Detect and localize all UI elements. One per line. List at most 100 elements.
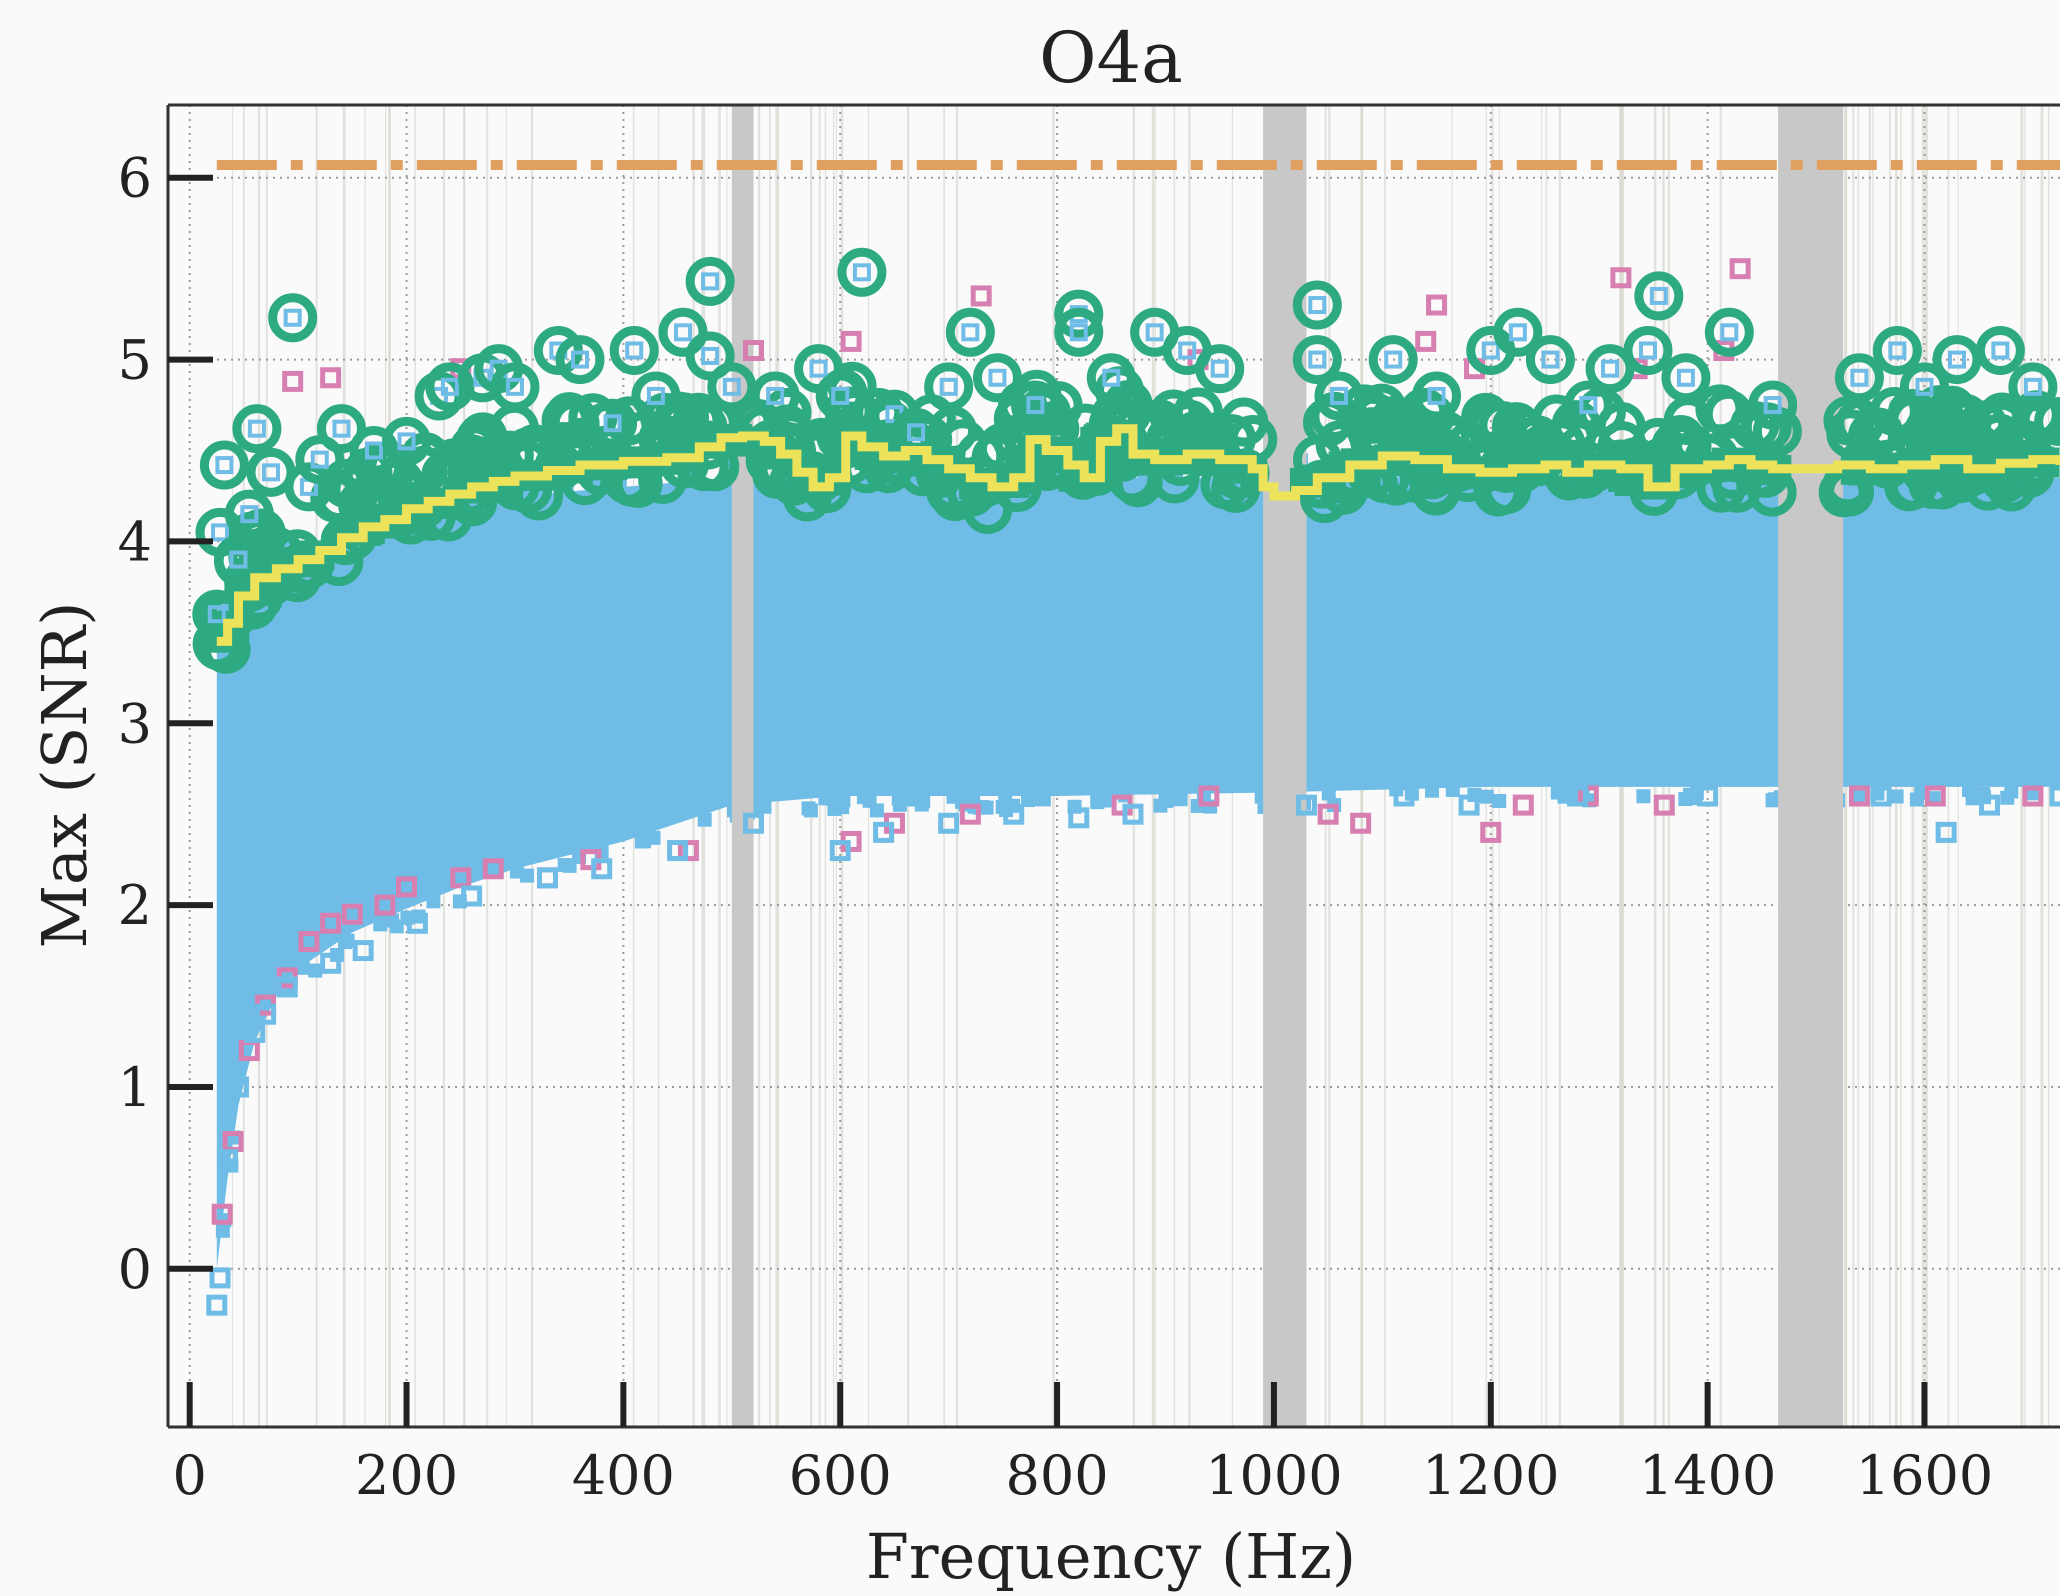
outlier-point-center <box>1026 396 1045 415</box>
background-point <box>1697 785 1719 807</box>
background-point <box>829 840 851 862</box>
outlier-point-center <box>247 419 266 438</box>
background-point <box>1425 783 1440 798</box>
outlier-point <box>1932 335 1982 385</box>
background-point <box>206 1294 228 1316</box>
outlier-point-center <box>1720 323 1739 342</box>
vetoed-point <box>1653 794 1675 816</box>
vetoed-point <box>282 370 304 392</box>
outlier-point <box>1493 307 1543 357</box>
vetoed-point <box>341 903 363 925</box>
background-point <box>320 952 342 974</box>
outlier-point <box>1368 335 1418 385</box>
background-point <box>742 812 764 834</box>
outlier-cloud-point <box>1826 409 1876 459</box>
outlier-point-center <box>215 456 234 475</box>
veto-band <box>1778 105 1844 1427</box>
background-point <box>1567 785 1589 807</box>
outlier-point-center <box>907 423 926 442</box>
background-points-band <box>216 477 2060 1269</box>
outlier-cloud-point <box>1310 391 1360 441</box>
background-point <box>406 912 428 934</box>
outlier-point-center <box>262 463 281 482</box>
background-point <box>1889 789 1904 804</box>
background-point <box>352 940 374 962</box>
outlier-point <box>232 404 282 454</box>
background-point <box>697 812 712 827</box>
outlier-point <box>1585 344 1635 394</box>
vetoed-point <box>1415 330 1437 352</box>
outlier-point-center <box>1329 386 1348 405</box>
outlier-cloud-point <box>1370 395 1420 445</box>
outlier-point-center <box>988 368 1007 387</box>
background-point <box>2049 785 2060 807</box>
outlier-point-center <box>1991 341 2010 360</box>
background-point <box>389 919 404 934</box>
outlier-point <box>685 256 735 306</box>
outlier-point-center <box>646 386 665 405</box>
outlier-point <box>631 371 681 421</box>
outlier-cloud-point <box>1703 389 1753 439</box>
outlier-point-center <box>1915 377 1934 396</box>
background-point <box>1870 785 1892 807</box>
outlier-point <box>199 440 249 490</box>
y-tick-label: 2 <box>118 874 152 937</box>
outlier-point <box>1525 335 1575 385</box>
background-point <box>667 840 689 862</box>
background-point <box>276 976 298 998</box>
outlier-point <box>1975 325 2025 375</box>
outlier-point-center <box>310 450 329 469</box>
x-tick-label: 600 <box>789 1444 892 1507</box>
outlier-point-center <box>1102 368 1121 387</box>
outlier-point <box>1195 344 1245 394</box>
outlier-point-center <box>505 377 524 396</box>
vetoed-point <box>1512 794 1534 816</box>
outlier-point <box>316 404 366 454</box>
outlier-point-center <box>211 523 230 542</box>
background-point <box>1003 803 1025 825</box>
outlier-point-center <box>1638 341 1657 360</box>
background-point <box>1445 782 1460 797</box>
outlier-point-center <box>852 263 871 282</box>
outlier-point-center <box>1308 296 1327 315</box>
vetoed-point <box>2022 785 2044 807</box>
outlier-point <box>1899 362 1949 412</box>
background-point <box>308 963 323 978</box>
background-point <box>373 917 388 932</box>
outlier-point <box>1748 380 1798 430</box>
outlier-point <box>224 489 274 539</box>
outlier-point-center <box>701 272 720 291</box>
outlier-point <box>707 362 757 412</box>
outlier-point-center <box>1947 350 1966 369</box>
outlier-point-center <box>1541 350 1560 369</box>
threshold-step-curve <box>216 424 2060 646</box>
outlier-cloud-point <box>1339 384 1389 434</box>
outlier-point-center <box>365 441 384 460</box>
vetoed-point <box>1848 785 1870 807</box>
background-point <box>1036 792 1051 807</box>
outlier-point-center <box>1649 286 1668 305</box>
outlier-point <box>1086 353 1136 403</box>
outlier-point <box>815 371 865 421</box>
vetoed-point <box>959 803 981 825</box>
outlier-cloud-point <box>1976 400 2026 450</box>
outlier-point-center <box>1384 350 1403 369</box>
outlier-point-center <box>1676 368 1695 387</box>
outlier-point <box>490 362 540 412</box>
outlier-point <box>972 353 1022 403</box>
outlier-point-center <box>283 308 302 327</box>
outlier-point <box>588 398 638 448</box>
outlier-point <box>284 462 334 512</box>
outlier-point-center <box>939 377 958 396</box>
background-point <box>801 801 816 816</box>
outlier-point-center <box>961 323 980 342</box>
background-point <box>1021 793 1036 808</box>
background-point <box>916 794 931 809</box>
outlier-point <box>425 362 475 412</box>
outlier-point-center <box>1763 396 1782 415</box>
outlier-point-center <box>766 386 785 405</box>
vetoed-point <box>211 1203 233 1225</box>
x-tick-label: 1200 <box>1422 1444 1559 1507</box>
background-point <box>1492 794 1507 809</box>
x-tick-label: 400 <box>572 1444 675 1507</box>
